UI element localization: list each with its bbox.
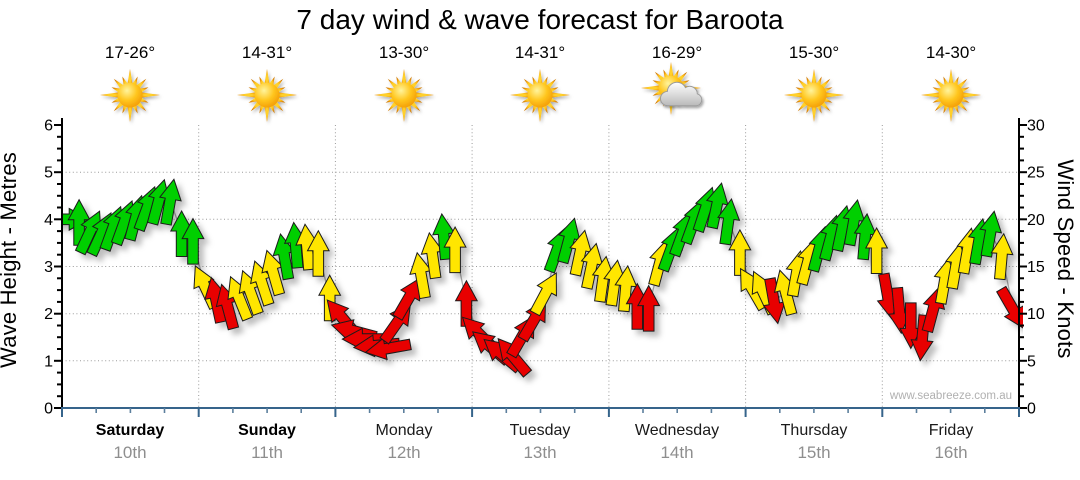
svg-text:2: 2 bbox=[44, 306, 53, 323]
svg-text:6: 6 bbox=[44, 118, 53, 135]
svg-text:11th: 11th bbox=[251, 443, 283, 462]
svg-text:30: 30 bbox=[1027, 118, 1045, 135]
svg-text:14-31°: 14-31° bbox=[515, 43, 565, 62]
svg-text:12th: 12th bbox=[387, 443, 420, 462]
svg-text:www.seabreeze.com.au: www.seabreeze.com.au bbox=[889, 390, 1012, 402]
svg-text:Thursday: Thursday bbox=[781, 422, 848, 439]
svg-text:15-30°: 15-30° bbox=[789, 43, 839, 62]
svg-text:14-30°: 14-30° bbox=[926, 43, 976, 62]
svg-text:0: 0 bbox=[44, 401, 53, 418]
svg-text:4: 4 bbox=[44, 212, 53, 229]
svg-text:Tuesday: Tuesday bbox=[510, 422, 571, 439]
svg-text:Wind Speed - Knots: Wind Speed - Knots bbox=[1053, 159, 1078, 358]
svg-text:15: 15 bbox=[1027, 259, 1045, 276]
svg-text:Friday: Friday bbox=[929, 422, 973, 439]
svg-text:Sunday: Sunday bbox=[238, 422, 296, 439]
svg-text:Saturday: Saturday bbox=[96, 422, 165, 439]
svg-text:20: 20 bbox=[1027, 212, 1045, 229]
svg-text:3: 3 bbox=[44, 259, 53, 276]
svg-text:14-31°: 14-31° bbox=[242, 43, 292, 62]
svg-text:Wave Height - Metres: Wave Height - Metres bbox=[0, 152, 21, 368]
svg-text:0: 0 bbox=[1027, 401, 1036, 418]
svg-text:5: 5 bbox=[44, 165, 53, 182]
svg-text:Monday: Monday bbox=[376, 422, 433, 439]
svg-text:Wednesday: Wednesday bbox=[635, 422, 719, 439]
svg-text:13th: 13th bbox=[523, 443, 556, 462]
svg-text:13-30°: 13-30° bbox=[379, 43, 429, 62]
svg-text:1: 1 bbox=[44, 353, 53, 370]
svg-text:16-29°: 16-29° bbox=[652, 43, 702, 62]
svg-text:16th: 16th bbox=[934, 443, 967, 462]
svg-text:10: 10 bbox=[1027, 306, 1045, 323]
svg-text:15th: 15th bbox=[797, 443, 830, 462]
svg-text:14th: 14th bbox=[660, 443, 693, 462]
svg-text:5: 5 bbox=[1027, 353, 1036, 370]
svg-text:7 day wind & wave forecast for: 7 day wind & wave forecast for Baroota bbox=[296, 4, 784, 35]
svg-text:25: 25 bbox=[1027, 165, 1045, 182]
svg-text:10th: 10th bbox=[113, 443, 146, 462]
svg-text:17-26°: 17-26° bbox=[105, 43, 155, 62]
